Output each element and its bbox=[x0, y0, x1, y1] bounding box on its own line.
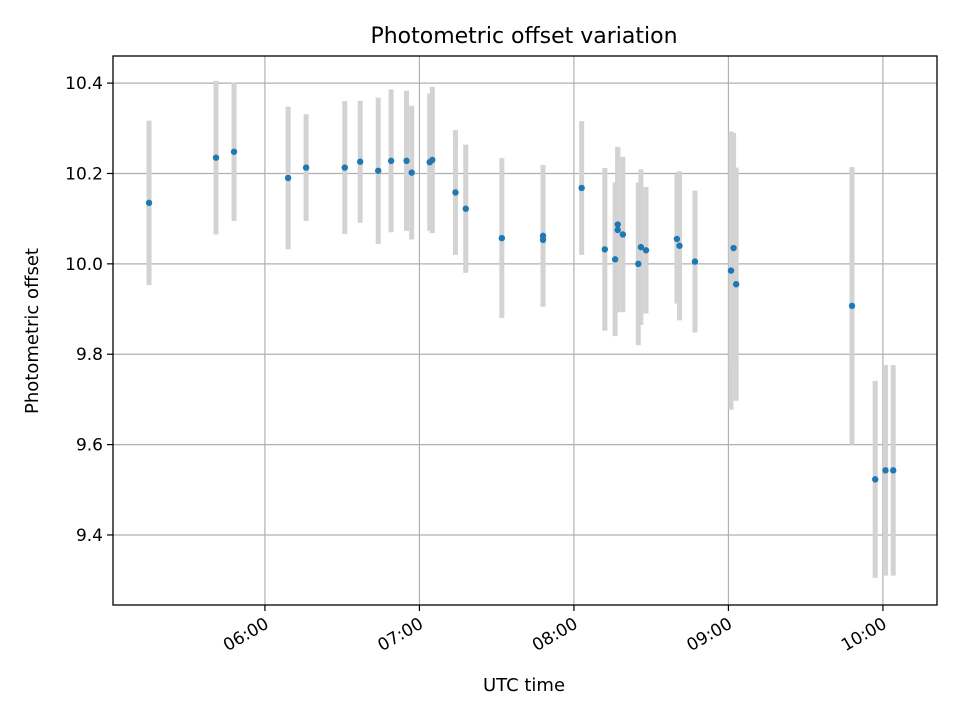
y-tick-label: 9.4 bbox=[76, 526, 103, 546]
plot-frame bbox=[112, 55, 938, 606]
data-point bbox=[230, 148, 238, 155]
data-point bbox=[619, 231, 627, 238]
data-point bbox=[890, 467, 897, 474]
data-point bbox=[145, 199, 153, 207]
error-bars bbox=[146, 80, 896, 578]
grid-lines bbox=[113, 56, 937, 605]
x-tick-label: 08:00 bbox=[529, 614, 581, 656]
data-point bbox=[429, 156, 436, 164]
data-point bbox=[452, 189, 459, 196]
data-point bbox=[673, 235, 681, 243]
data-point bbox=[498, 234, 506, 242]
y-tick-label: 9.6 bbox=[76, 436, 103, 456]
data-point bbox=[642, 247, 650, 254]
data-point bbox=[637, 243, 645, 251]
x-axis-ticks: 06:00 07:00 08:00 09:00 10:00 bbox=[220, 605, 890, 656]
data-point bbox=[403, 157, 410, 165]
y-tick-label: 9.8 bbox=[76, 345, 103, 365]
data-point bbox=[212, 154, 220, 161]
y-tick-label: 10.2 bbox=[65, 164, 103, 184]
data-point bbox=[341, 164, 348, 171]
data-point bbox=[882, 467, 889, 474]
data-point bbox=[302, 164, 310, 171]
x-tick-label: 07:00 bbox=[374, 614, 426, 656]
data-point bbox=[539, 232, 547, 240]
data-point bbox=[732, 280, 740, 288]
x-tick-label: 06:00 bbox=[220, 614, 272, 656]
data-point bbox=[691, 258, 699, 265]
x-tick-label: 10:00 bbox=[838, 614, 890, 656]
data-point bbox=[848, 302, 856, 310]
data-point bbox=[727, 267, 735, 274]
data-point bbox=[872, 476, 879, 483]
data-point bbox=[614, 226, 621, 234]
y-tick-label: 10.0 bbox=[65, 255, 103, 275]
data-points bbox=[145, 148, 897, 483]
data-point bbox=[387, 157, 395, 165]
data-point bbox=[357, 158, 364, 165]
data-point bbox=[375, 167, 382, 174]
data-point bbox=[676, 242, 683, 249]
x-tick-label: 09:00 bbox=[683, 614, 735, 656]
y-tick-label: 10.4 bbox=[65, 74, 103, 94]
data-point bbox=[601, 246, 609, 253]
data-point bbox=[611, 256, 619, 263]
data-point bbox=[635, 260, 642, 268]
chart-title: Photometric offset variation bbox=[370, 24, 677, 49]
data-point bbox=[284, 174, 292, 182]
x-axis-label: UTC time bbox=[483, 675, 565, 696]
data-point bbox=[578, 184, 585, 192]
data-point bbox=[614, 221, 621, 228]
data-point bbox=[462, 205, 469, 212]
y-axis-label: Photometric offset bbox=[22, 248, 43, 414]
data-point bbox=[730, 244, 737, 252]
y-axis-ticks: 9.4 9.6 9.8 10.0 10.2 10.4 bbox=[65, 74, 113, 546]
data-point bbox=[408, 169, 415, 176]
